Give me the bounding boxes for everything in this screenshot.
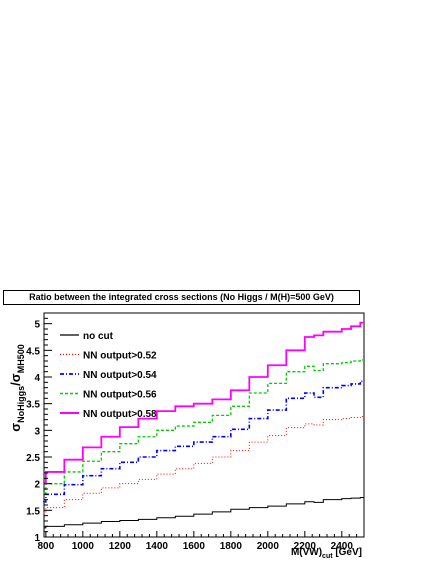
chart-title: Ratio between the integrated cross secti… bbox=[3, 290, 360, 305]
series-line-2 bbox=[43, 380, 364, 503]
series-line-1 bbox=[43, 415, 364, 514]
x-axis-label: M(VW)cut [GeV] bbox=[291, 547, 362, 560]
x-tick-label: 1600 bbox=[183, 541, 206, 552]
series-line-4 bbox=[43, 321, 364, 483]
legend-label-2: NN output>0.54 bbox=[83, 370, 157, 381]
legend-label-1: NN output>0.52 bbox=[83, 351, 157, 362]
y-tick-label: 4 bbox=[34, 373, 40, 384]
y-axis-label: σNoHiggs/σMH500 bbox=[8, 344, 26, 431]
y-tick-label: 4.5 bbox=[26, 346, 40, 357]
x-tick-label: 1000 bbox=[72, 541, 95, 552]
x-axis-label-sub: cut bbox=[322, 553, 333, 560]
y-axis-label-num: σ bbox=[8, 423, 23, 432]
y-tick-label: 1 bbox=[34, 533, 40, 544]
y-axis-label-den-sub: MH500 bbox=[16, 344, 26, 373]
y-tick-label: 1.5 bbox=[26, 506, 40, 517]
x-tick-label: 2400 bbox=[331, 541, 354, 552]
x-axis-label-main: M(VW) bbox=[291, 547, 322, 558]
y-tick-label: 5 bbox=[34, 320, 40, 331]
x-tick-label: 800 bbox=[38, 541, 55, 552]
y-axis-label-num-sub: NoHiggs bbox=[16, 386, 26, 423]
y-tick-label: 2 bbox=[34, 480, 40, 491]
x-tick-label: 1200 bbox=[109, 541, 132, 552]
legend-label-4: NN output>0.58 bbox=[83, 409, 157, 420]
y-tick-label: 3 bbox=[34, 426, 40, 437]
x-tick-label: 2200 bbox=[294, 541, 317, 552]
series-line-3 bbox=[43, 359, 364, 494]
y-axis-label-den: σ bbox=[8, 373, 23, 382]
y-axis-label-slash: / bbox=[8, 382, 23, 386]
y-tick-label: 3.5 bbox=[26, 400, 40, 411]
y-tick-label: 2.5 bbox=[26, 453, 40, 464]
x-tick-label: 1400 bbox=[146, 541, 169, 552]
series-line-0 bbox=[44, 497, 364, 529]
plot-frame bbox=[43, 312, 365, 538]
legend-label-3: NN output>0.56 bbox=[83, 390, 157, 401]
x-tick-label: 2000 bbox=[257, 541, 280, 552]
x-axis-label-unit: [GeV] bbox=[333, 547, 362, 558]
x-tick-label: 1800 bbox=[220, 541, 243, 552]
legend-label-0: no cut bbox=[83, 331, 114, 342]
